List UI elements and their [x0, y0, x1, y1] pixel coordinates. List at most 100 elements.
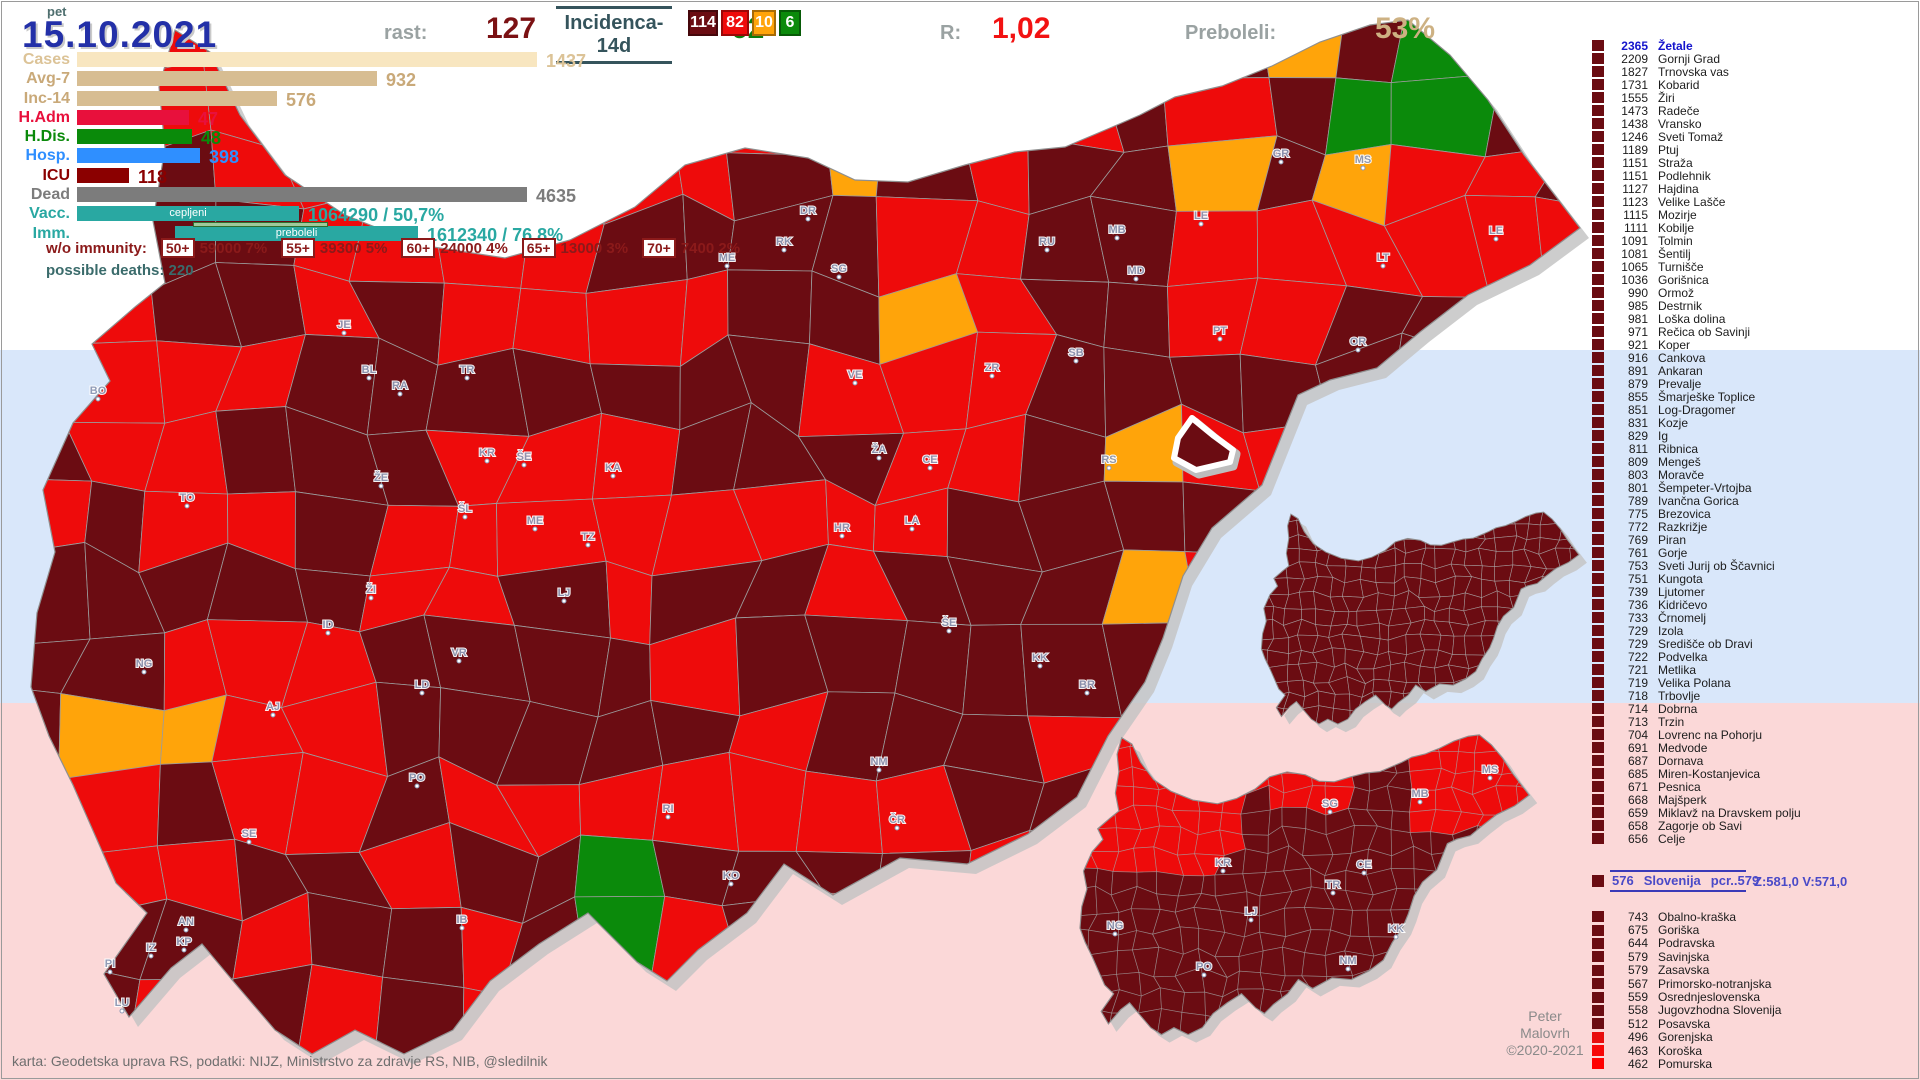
map-cell[interactable] [1412, 989, 1442, 1019]
muni-row[interactable]: 1111 Kobilje [1592, 221, 1801, 235]
map-cell[interactable] [1472, 929, 1499, 951]
map-cell[interactable] [1066, 994, 1097, 1011]
map-cell[interactable] [1407, 728, 1440, 753]
map-cell[interactable] [1472, 910, 1499, 933]
region-row[interactable]: 496 Gorenjska [1592, 1030, 1781, 1044]
map-cell[interactable] [1493, 852, 1520, 870]
map-cell[interactable] [1493, 550, 1514, 568]
map-cell[interactable] [795, 770, 883, 854]
map-cell[interactable] [1848, 132, 1920, 226]
map-cell[interactable] [1454, 751, 1475, 775]
map-cell[interactable] [1830, 1045, 1920, 1080]
map-cell[interactable] [1493, 948, 1526, 973]
map-cell[interactable] [1372, 678, 1392, 693]
map-cell[interactable] [669, 1034, 742, 1080]
map-cell[interactable] [1264, 1028, 1287, 1053]
map-cell[interactable] [1832, 0, 1920, 70]
map-cell[interactable] [1509, 734, 1531, 752]
map-cell[interactable] [1466, 721, 1485, 737]
map-cell[interactable] [1225, 1052, 1249, 1076]
muni-row[interactable]: 1189 Ptuj [1592, 143, 1801, 157]
region-row[interactable]: 462 Pomurska [1592, 1057, 1781, 1071]
map-cell[interactable] [1369, 1008, 1395, 1037]
map-cell[interactable] [1472, 852, 1499, 870]
map-cell[interactable] [1301, 746, 1327, 775]
map-cell[interactable] [731, 979, 807, 1051]
map-cell[interactable] [1465, 690, 1485, 708]
muni-row[interactable]: 1731 Kobarid [1592, 78, 1801, 92]
map-cell[interactable] [1493, 719, 1518, 740]
map-cell[interactable] [1197, 726, 1223, 755]
map-cell[interactable] [1326, 506, 1347, 525]
map-cell[interactable] [1373, 508, 1394, 525]
map-cell[interactable] [1452, 635, 1467, 656]
map-cell[interactable] [1436, 990, 1460, 1019]
map-cell[interactable] [1317, 690, 1336, 709]
map-cell[interactable] [1376, 1052, 1398, 1076]
map-cell[interactable] [1561, 829, 1582, 851]
map-cell[interactable] [1345, 1050, 1376, 1076]
map-cell[interactable] [1529, 662, 1545, 685]
map-cell[interactable] [1391, 719, 1408, 737]
map-cell[interactable] [1240, 809, 1271, 836]
map-cell[interactable] [1281, 734, 1303, 753]
map-cell[interactable] [1223, 765, 1249, 795]
map-cell[interactable] [1515, 621, 1531, 636]
region-row[interactable]: 579 Zasavska [1592, 963, 1781, 977]
map-cell[interactable] [1478, 506, 1498, 525]
map-cell[interactable] [1151, 748, 1182, 773]
map-cell[interactable] [1451, 707, 1472, 724]
map-cell[interactable] [1129, 725, 1160, 750]
selected-municipality[interactable] [1171, 415, 1236, 473]
map-cell[interactable] [1252, 661, 1268, 685]
map-cell[interactable] [1568, 593, 1591, 610]
map-cell[interactable] [1449, 522, 1467, 537]
map-cell[interactable] [1495, 865, 1523, 895]
map-cell[interactable] [1239, 1051, 1265, 1073]
map-cell[interactable] [1494, 968, 1526, 997]
map-cell[interactable] [1066, 975, 1096, 997]
map-cell[interactable] [1108, 1029, 1139, 1057]
muni-row[interactable]: 811 Ribnica [1592, 442, 1801, 456]
map-cell[interactable] [1541, 726, 1565, 754]
map-cell[interactable] [1539, 769, 1562, 791]
map-cell[interactable] [1538, 705, 1558, 725]
map-cell[interactable] [1517, 729, 1546, 754]
map-cell[interactable] [1431, 1049, 1463, 1074]
map-cell[interactable] [948, 72, 1029, 138]
map-cell[interactable] [1496, 729, 1520, 754]
map-cell[interactable] [794, 16, 899, 69]
map-cell[interactable] [1555, 604, 1575, 626]
map-cell[interactable] [1518, 744, 1545, 772]
map-cell[interactable] [1298, 548, 1318, 563]
map-cell[interactable] [1513, 677, 1531, 698]
map-cell[interactable] [1852, 834, 1909, 911]
incidence-mode-button[interactable]: Incidenca-14d [556, 6, 672, 64]
map-cell[interactable] [1848, 192, 1918, 284]
map-cell[interactable] [1438, 889, 1461, 910]
map-cell[interactable] [1265, 748, 1289, 774]
map-cell[interactable] [1413, 969, 1440, 992]
map-cell[interactable] [1172, 726, 1201, 753]
map-cell[interactable] [1282, 1012, 1306, 1034]
map-cell[interactable] [1374, 736, 1392, 752]
map-cell[interactable] [1559, 751, 1587, 773]
map-cell[interactable] [1458, 344, 1552, 436]
map-cell[interactable] [876, 893, 963, 991]
map-cell[interactable] [1316, 506, 1328, 525]
muni-row[interactable]: 803 Moravče [1592, 468, 1801, 482]
map-cell[interactable] [1388, 736, 1408, 751]
muni-row[interactable]: 1246 Sveti Tomaž [1592, 130, 1801, 144]
map-cell[interactable] [1269, 523, 1285, 540]
map-cell[interactable] [1562, 907, 1589, 932]
map-cell[interactable] [1383, 1051, 1484, 1080]
map-cell[interactable] [1200, 874, 1216, 897]
map-cell[interactable] [1571, 578, 1592, 598]
map-cell[interactable] [1031, 1041, 1118, 1080]
map-cell[interactable] [1559, 814, 1586, 832]
map-cell[interactable] [1196, 770, 1227, 791]
map-cell[interactable] [1367, 743, 1398, 774]
map-cell[interactable] [1373, 519, 1394, 540]
map-cell[interactable] [1848, 406, 1920, 508]
map-cell[interactable] [1257, 721, 1275, 741]
